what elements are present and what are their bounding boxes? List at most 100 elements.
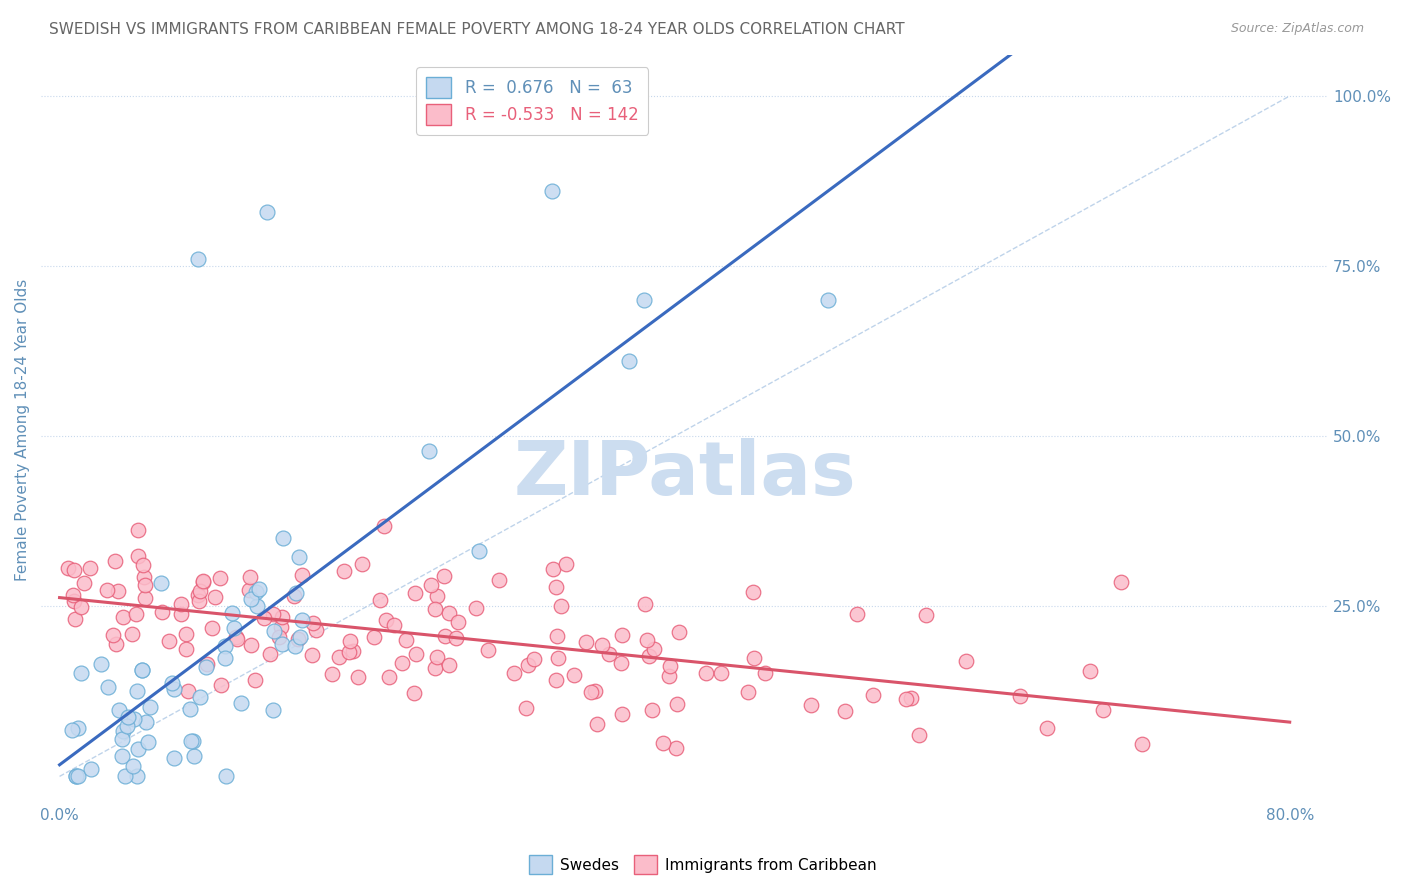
Point	[382, 618, 405, 632]
Point	[363, 630, 385, 644]
Point	[214, 769, 236, 783]
Point	[900, 691, 922, 706]
Point	[122, 712, 145, 726]
Point	[405, 647, 427, 661]
Point	[127, 683, 149, 698]
Point	[328, 649, 350, 664]
Point	[579, 685, 602, 699]
Point	[283, 589, 305, 603]
Point	[488, 573, 510, 587]
Point	[285, 586, 308, 600]
Point	[546, 580, 568, 594]
Point	[638, 649, 661, 664]
Point	[896, 691, 918, 706]
Point	[665, 697, 688, 711]
Point	[179, 702, 201, 716]
Point	[221, 606, 243, 620]
Point	[117, 710, 139, 724]
Point	[546, 629, 568, 643]
Point	[419, 578, 441, 592]
Point	[246, 599, 269, 613]
Point	[321, 667, 343, 681]
Point	[67, 769, 90, 783]
Point	[426, 590, 449, 604]
Point	[503, 665, 526, 680]
Point	[240, 592, 263, 607]
Point	[73, 576, 96, 591]
Text: SWEDISH VS IMMIGRANTS FROM CARIBBEAN FEMALE POVERTY AMONG 18-24 YEAR OLDS CORREL: SWEDISH VS IMMIGRANTS FROM CARIBBEAN FEM…	[49, 22, 905, 37]
Point	[464, 600, 486, 615]
Point	[127, 523, 149, 537]
Point	[108, 703, 131, 717]
Point	[238, 583, 260, 598]
Point	[262, 607, 284, 622]
Point	[262, 703, 284, 717]
Point	[554, 558, 576, 572]
Point	[245, 585, 267, 599]
Point	[668, 624, 690, 639]
Point	[79, 560, 101, 574]
Point	[547, 650, 569, 665]
Point	[170, 607, 193, 621]
Point	[652, 736, 675, 750]
Point	[468, 543, 491, 558]
Point	[1010, 689, 1032, 703]
Point	[544, 673, 567, 687]
Point	[174, 642, 197, 657]
Point	[101, 627, 124, 641]
Point	[69, 665, 91, 680]
Point	[741, 584, 763, 599]
Point	[63, 563, 86, 577]
Point	[127, 769, 149, 783]
Point	[131, 663, 153, 677]
Point	[263, 624, 285, 639]
Point	[195, 657, 218, 671]
Point	[402, 686, 425, 700]
Point	[617, 354, 640, 368]
Point	[423, 660, 446, 674]
Point	[163, 751, 186, 765]
Point	[70, 600, 93, 615]
Point	[111, 748, 134, 763]
Point	[270, 620, 292, 634]
Point	[516, 657, 538, 672]
Point	[301, 648, 323, 662]
Point	[862, 689, 884, 703]
Point	[80, 762, 103, 776]
Point	[193, 574, 215, 588]
Point	[643, 642, 665, 657]
Point	[754, 665, 776, 680]
Point	[291, 613, 314, 627]
Point	[347, 669, 370, 683]
Point	[287, 632, 309, 646]
Point	[134, 578, 156, 592]
Point	[245, 673, 267, 687]
Point	[111, 731, 134, 746]
Point	[253, 611, 276, 625]
Point	[915, 608, 938, 623]
Point	[641, 703, 664, 717]
Point	[131, 663, 153, 677]
Point	[288, 550, 311, 565]
Legend: Swedes, Immigrants from Caribbean: Swedes, Immigrants from Caribbean	[523, 849, 883, 880]
Point	[1035, 721, 1057, 735]
Point	[127, 741, 149, 756]
Point	[139, 700, 162, 714]
Point	[107, 584, 129, 599]
Point	[273, 532, 295, 546]
Point	[610, 657, 633, 671]
Point	[564, 667, 586, 681]
Point	[225, 630, 247, 644]
Point	[163, 681, 186, 696]
Point	[425, 601, 447, 615]
Point	[955, 654, 977, 668]
Point	[60, 723, 83, 738]
Point	[183, 749, 205, 764]
Point	[157, 633, 180, 648]
Point	[658, 669, 681, 683]
Point	[695, 666, 717, 681]
Point	[342, 644, 364, 658]
Point	[444, 631, 467, 645]
Point	[114, 769, 136, 783]
Point	[136, 735, 159, 749]
